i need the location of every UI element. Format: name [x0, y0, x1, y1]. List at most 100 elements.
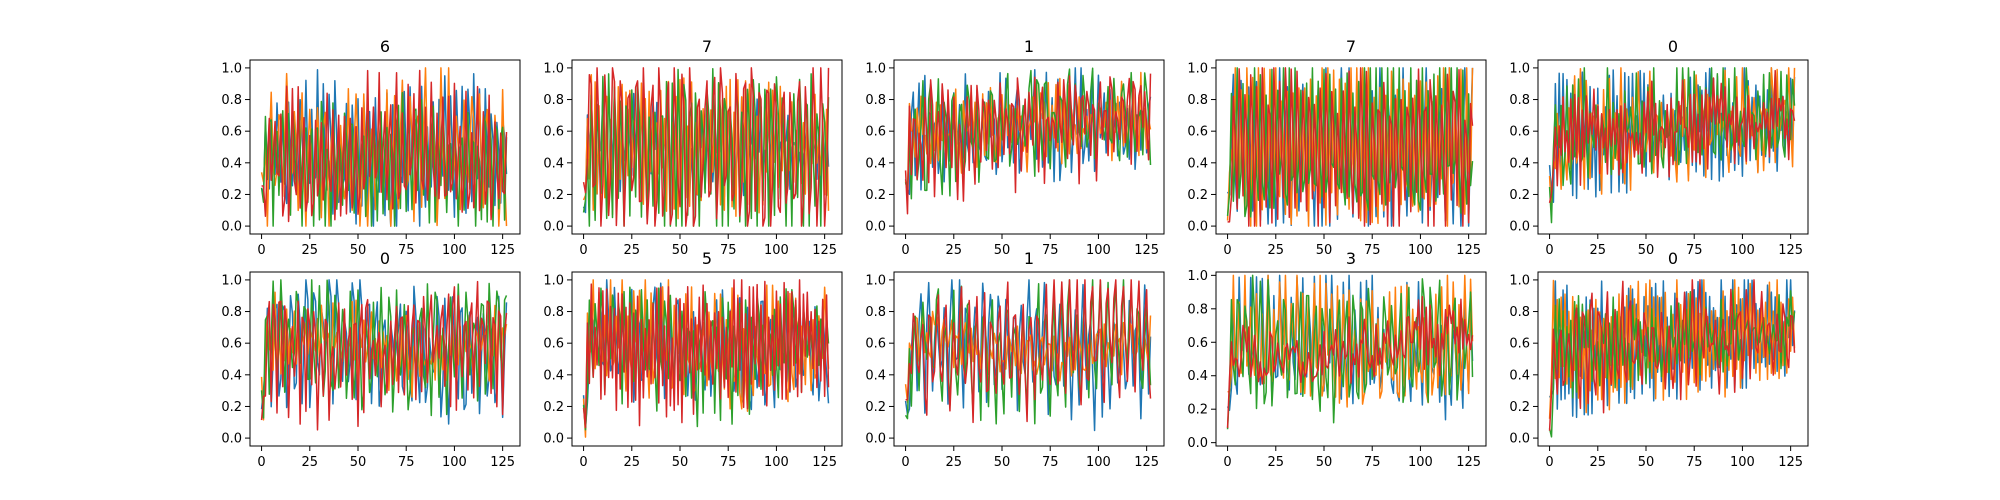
x-tick-label: 25 [946, 243, 963, 258]
subplot-title: 0 [1668, 37, 1678, 56]
x-tick-label: 25 [624, 243, 641, 258]
axes-frame [1537, 271, 1809, 447]
x-tick-label: 125 [490, 243, 515, 258]
x-tick-label: 25 [302, 243, 319, 258]
y-tick-label: 0.2 [543, 188, 564, 203]
subplot-title: 6 [380, 37, 390, 56]
y-tick-label: 0.0 [865, 432, 886, 447]
x-tick-label: 50 [1316, 243, 1333, 258]
y-tick-label: 0.2 [865, 188, 886, 203]
series-line-3 [260, 91, 508, 227]
y-tick-label: 0.0 [1509, 432, 1530, 447]
x-tick-label: 125 [1456, 243, 1481, 258]
y-tick-label: 0.4 [221, 368, 242, 383]
x-tick-label: 25 [624, 455, 641, 470]
subplot-title: 0 [1668, 249, 1678, 268]
y-tick-label: 0.2 [1509, 188, 1530, 203]
subplot-2: 7 0 25 50 75 100 125 0.0 0.2 0.4 0.6 0.8 1.0 [543, 37, 843, 258]
subplot-5: 0 0 25 50 75 100 125 0.0 0.2 0.4 0.6 0.8 1.0 [1509, 37, 1809, 258]
y-tick-label: 0.8 [1187, 93, 1208, 108]
axes-frame [893, 271, 1165, 447]
x-tick-label: 50 [994, 455, 1011, 470]
x-tick-label: 25 [1590, 243, 1607, 258]
y-tick-label: 0.4 [1187, 156, 1208, 171]
axes-frame [1215, 59, 1487, 235]
series-line-3 [1226, 67, 1474, 218]
subplot-title: 3 [1346, 249, 1356, 268]
x-tick-label: 50 [350, 455, 367, 470]
x-tick-label: 100 [1730, 455, 1755, 470]
subplot-title: 7 [1346, 37, 1356, 56]
y-tick-label: 1.0 [543, 61, 564, 76]
subplot-title: 1 [1024, 249, 1034, 268]
subplot-8: 1 0 25 50 75 100 125 0.0 0.2 0.4 0.6 0.8 1.0 [865, 249, 1165, 470]
y-tick-label: 1.0 [865, 273, 886, 288]
y-tick-label: 0.0 [543, 432, 564, 447]
subplot-9: 3 0 25 50 75 100 125 0.0 0.2 0.4 0.6 0.8 1.0 [1187, 249, 1487, 470]
x-tick-label: 100 [442, 243, 467, 258]
y-tick-label: 0.0 [1187, 436, 1208, 451]
y-tick-label: 0.2 [865, 400, 886, 415]
y-tick-label: 0.6 [1187, 336, 1208, 351]
x-tick-label: 0 [579, 243, 587, 258]
x-tick-label: 50 [672, 243, 689, 258]
axes-frame [571, 271, 843, 447]
y-tick-label: 0.2 [221, 400, 242, 415]
subplot-10: 0 0 25 50 75 100 125 0.0 0.2 0.4 0.6 0.8 1.0 [1509, 249, 1809, 470]
y-tick-label: 0.8 [1509, 305, 1530, 320]
x-tick-label: 25 [1268, 243, 1285, 258]
series-line-4 [260, 280, 508, 431]
x-tick-label: 25 [1268, 455, 1285, 470]
x-tick-label: 125 [1778, 243, 1803, 258]
x-tick-label: 25 [1590, 455, 1607, 470]
x-tick-label: 125 [1456, 455, 1481, 470]
axes-frame [249, 59, 521, 235]
y-tick-label: 0.0 [221, 220, 242, 235]
y-tick-label: 0.6 [221, 337, 242, 352]
x-tick-label: 50 [1316, 455, 1333, 470]
x-tick-label: 50 [1638, 243, 1655, 258]
x-tick-label: 0 [901, 455, 909, 470]
y-tick-label: 0.6 [1509, 125, 1530, 140]
x-tick-label: 50 [672, 455, 689, 470]
x-tick-label: 75 [398, 455, 415, 470]
y-tick-label: 0.8 [865, 305, 886, 320]
series-line-4 [1226, 295, 1474, 428]
series-line-4 [261, 69, 508, 223]
x-tick-label: 50 [1638, 455, 1655, 470]
y-tick-label: 0.4 [1509, 368, 1530, 383]
subplot-title: 1 [1024, 37, 1034, 56]
series-line-4 [1548, 69, 1796, 203]
y-tick-label: 0.6 [1509, 337, 1530, 352]
x-tick-label: 50 [350, 243, 367, 258]
axes-frame [893, 59, 1165, 235]
subplot-1: 6 0 25 50 75 100 125 0.0 0.2 0.4 0.6 0.8 1.0 [221, 37, 521, 258]
y-tick-label: 0.2 [543, 400, 564, 415]
y-tick-label: 0.4 [865, 368, 886, 383]
x-tick-label: 0 [901, 243, 909, 258]
y-tick-label: 0.6 [865, 125, 886, 140]
x-tick-label: 125 [812, 455, 837, 470]
y-tick-label: 0.6 [865, 337, 886, 352]
x-tick-label: 75 [1364, 243, 1381, 258]
axes-frame [571, 59, 843, 235]
y-tick-label: 0.8 [1187, 302, 1208, 317]
x-tick-label: 75 [720, 243, 737, 258]
subplot-title: 7 [702, 37, 712, 56]
x-tick-label: 0 [1223, 243, 1231, 258]
x-tick-label: 50 [994, 243, 1011, 258]
y-tick-label: 0.0 [1509, 220, 1530, 235]
y-tick-label: 0.4 [1509, 156, 1530, 171]
y-tick-label: 0.4 [543, 156, 564, 171]
x-tick-label: 75 [720, 455, 737, 470]
y-tick-label: 0.8 [1509, 93, 1530, 108]
y-tick-label: 0.0 [221, 432, 242, 447]
x-tick-label: 0 [1545, 243, 1553, 258]
y-tick-label: 0.8 [543, 93, 564, 108]
subplot-4: 7 0 25 50 75 100 125 0.0 0.2 0.4 0.6 0.8 1.0 [1187, 37, 1487, 258]
x-tick-label: 100 [1408, 455, 1433, 470]
x-tick-label: 100 [1408, 243, 1433, 258]
y-tick-label: 0.8 [543, 305, 564, 320]
x-tick-label: 125 [1134, 243, 1159, 258]
y-tick-label: 0.6 [221, 125, 242, 140]
